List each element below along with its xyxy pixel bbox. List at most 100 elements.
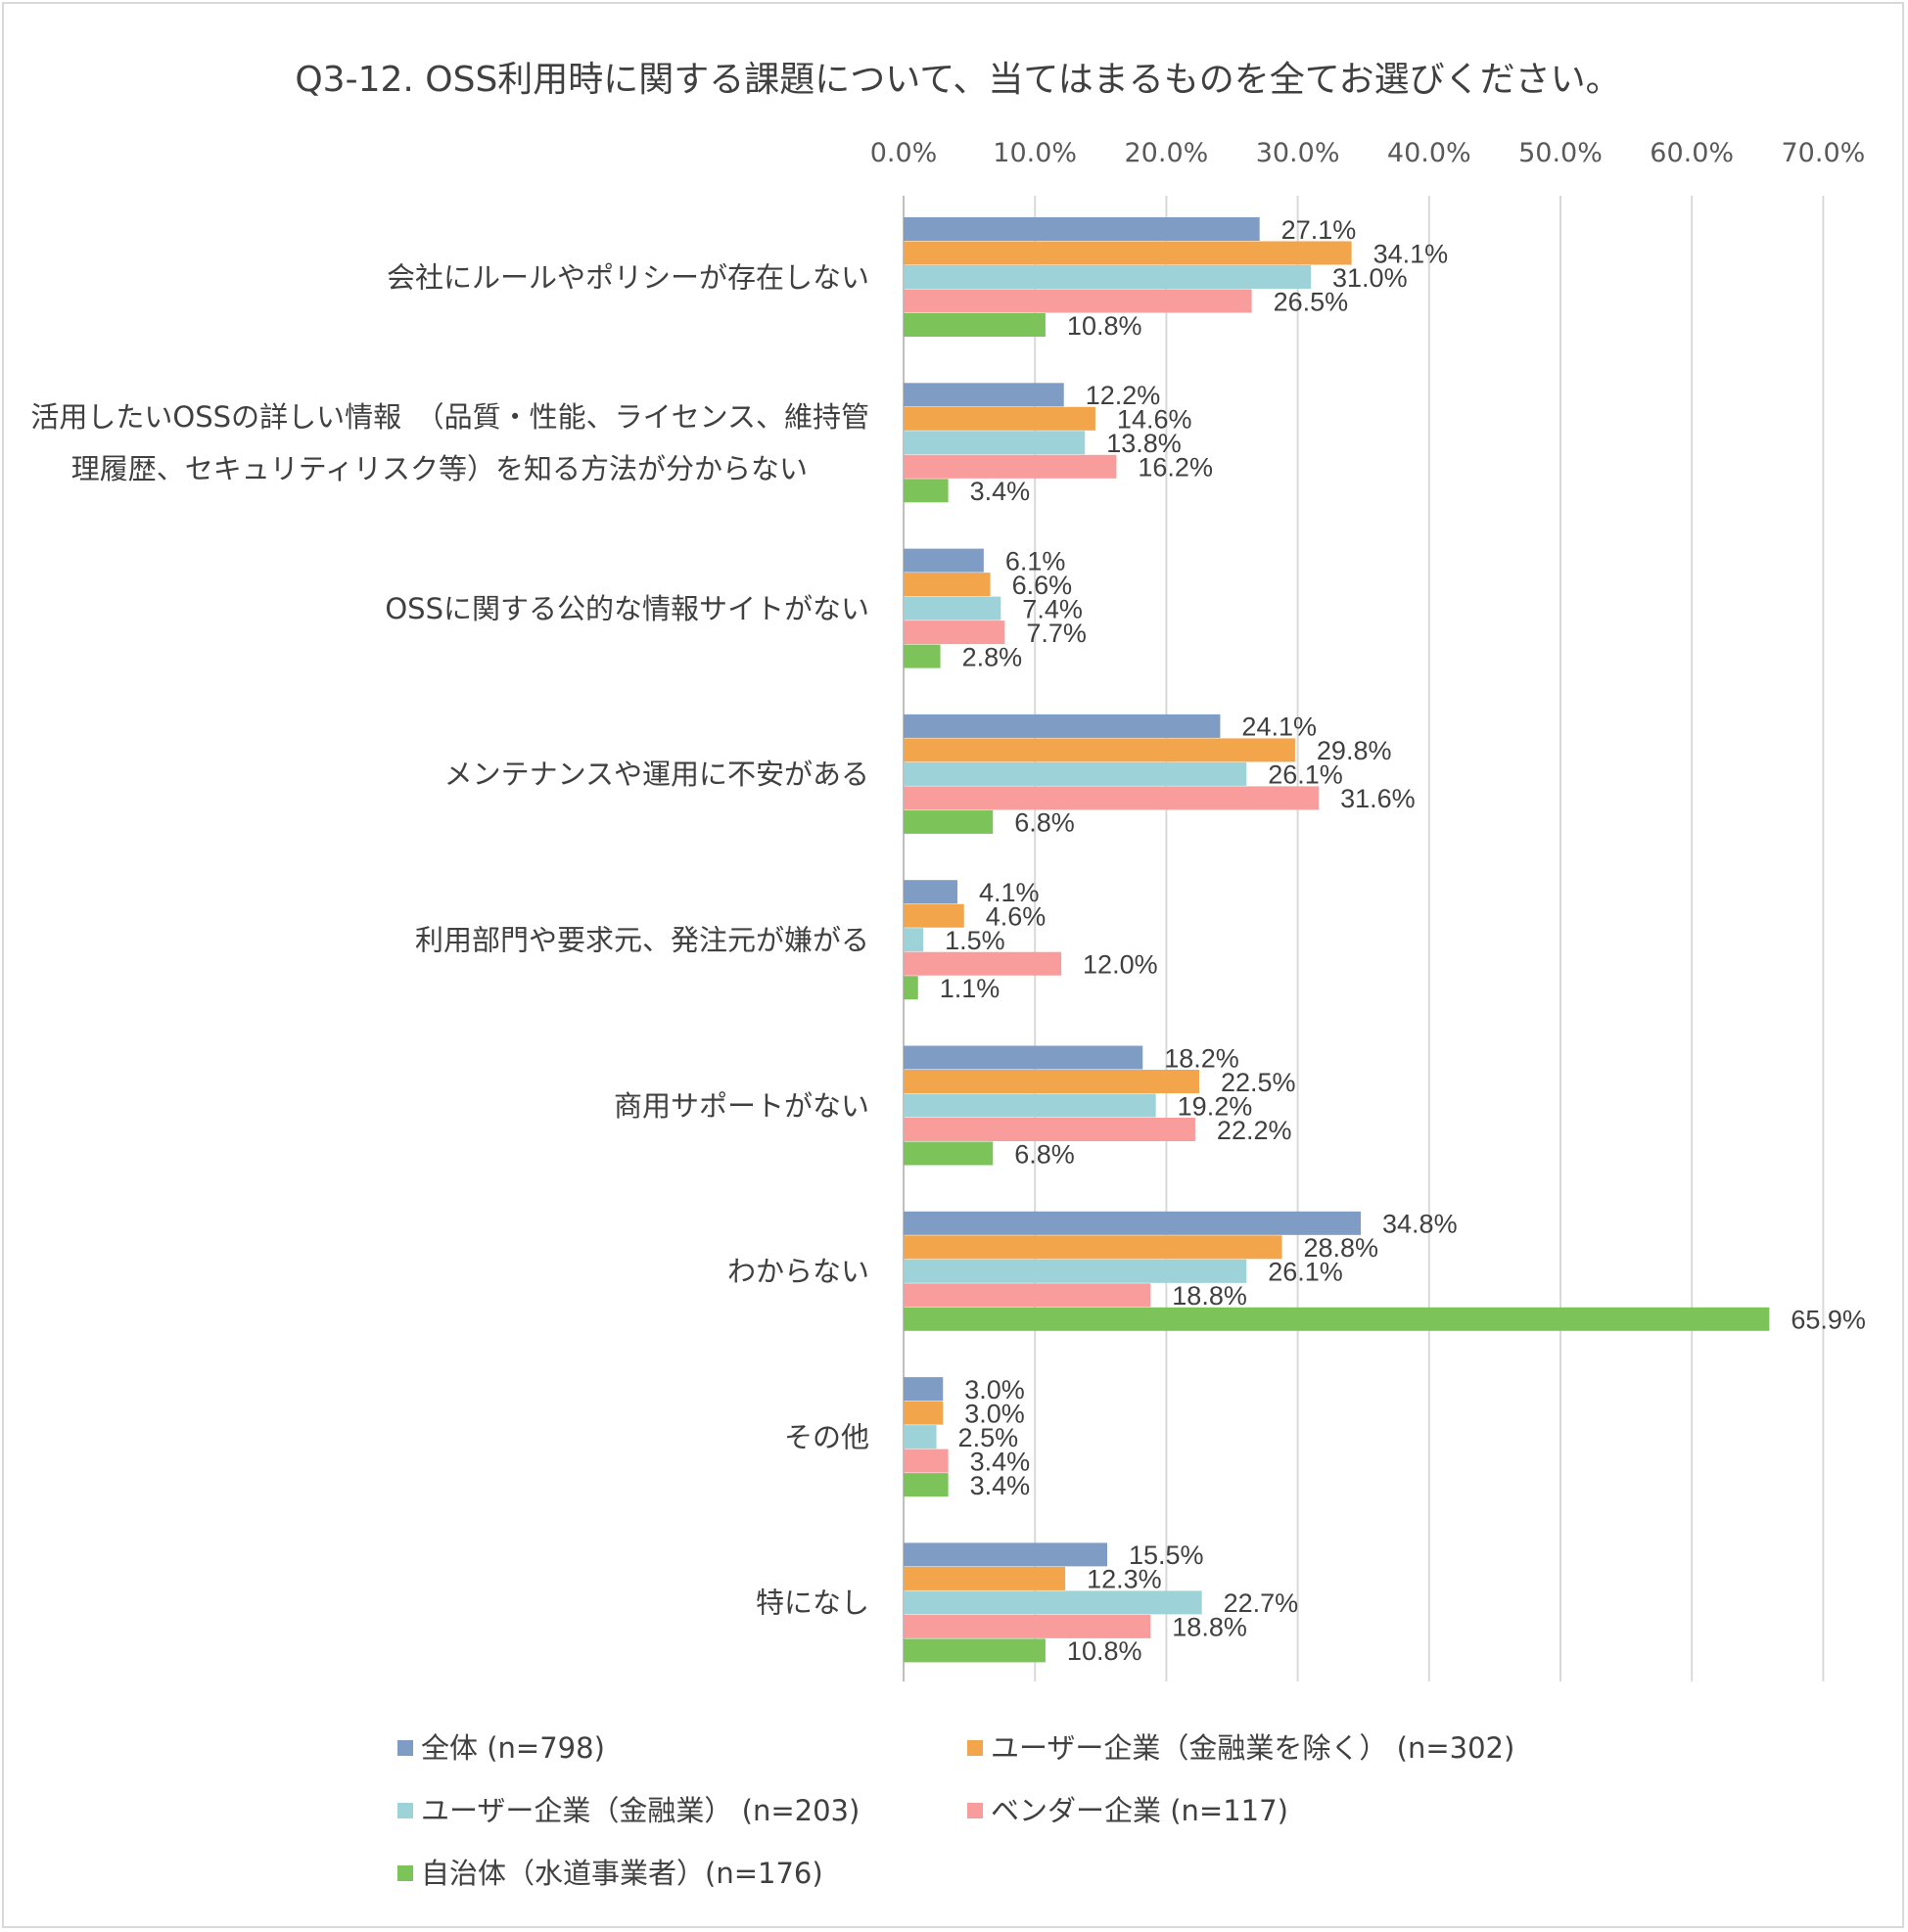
bar [904, 928, 924, 952]
bar [904, 1307, 1770, 1331]
category-label: わからない [727, 1255, 869, 1288]
legend-swatch [397, 1740, 413, 1756]
bar [904, 1235, 1282, 1260]
x-tick-label: 0.0% [870, 138, 938, 168]
data-label: 14.6% [1117, 405, 1192, 435]
data-label: 7.4% [1022, 594, 1083, 623]
bar [904, 596, 1001, 621]
data-label: 3.4% [970, 477, 1031, 506]
x-axis-tick-labels: 0.0% 10.0% 20.0% 30.0% 40.0% 50.0% 60.0% 70.0% [870, 138, 1866, 168]
bar [904, 738, 1295, 762]
category-label: 理履歴、セキュリティリスク等）を知る方法が分からない [71, 452, 808, 485]
bar [904, 761, 1247, 786]
data-label: 16.2% [1138, 453, 1213, 483]
x-tick-label: 70.0% [1782, 138, 1866, 168]
legend-label: ユーザー企業（金融業） (n=203) [421, 1794, 860, 1827]
bar [904, 1211, 1362, 1235]
data-label: 65.9% [1791, 1306, 1866, 1335]
data-label: 2.8% [962, 642, 1023, 671]
legend-label: 全体 (n=798) [421, 1731, 605, 1765]
bar [904, 976, 918, 1000]
data-label: 13.8% [1106, 429, 1182, 458]
data-label: 6.1% [1005, 546, 1066, 575]
data-label: 34.8% [1382, 1210, 1458, 1239]
x-tick-label: 60.0% [1650, 138, 1734, 168]
x-tick-label: 50.0% [1518, 138, 1603, 168]
data-label: 3.4% [970, 1447, 1031, 1476]
bar [904, 644, 941, 668]
legend-label: 自治体（水道事業者）(n=176) [421, 1857, 823, 1890]
data-label: 7.7% [1026, 619, 1087, 648]
data-label: 10.8% [1067, 311, 1142, 341]
legend-swatch [967, 1803, 983, 1818]
bar [904, 313, 1046, 337]
category-label: 利用部門や要求元、発注元が嫌がる [415, 923, 869, 956]
bar [904, 621, 1005, 645]
bar [904, 713, 1221, 738]
data-label: 28.8% [1303, 1233, 1378, 1263]
legend-label: ベンダー企業 (n=117) [991, 1794, 1288, 1827]
bar [904, 431, 1086, 455]
data-label: 2.5% [958, 1423, 1019, 1452]
bar [904, 1638, 1046, 1663]
bar [904, 406, 1095, 431]
chart-title: Q3-12. OSS利用時に関する課題について、当てはまるものを全てお選びくださ… [295, 60, 1621, 100]
legend-swatch [397, 1803, 413, 1818]
data-label: 22.2% [1217, 1116, 1292, 1145]
bar [904, 1093, 1156, 1118]
data-label: 18.2% [1164, 1043, 1239, 1073]
data-label: 6.8% [1014, 1139, 1075, 1169]
category-label: メンテナンスや運用に不安がある [444, 758, 869, 791]
data-labels: 27.1% 34.1%31.0%26.5% 10.8% 12.2%14.6%13.8%… [940, 215, 1866, 1666]
bar [904, 1045, 1143, 1070]
category-label: 特になし [756, 1587, 869, 1620]
x-tick-label: 30.0% [1256, 138, 1340, 168]
data-label: 4.1% [979, 878, 1040, 907]
bar [904, 573, 991, 597]
legend: 全体 (n=798) ユーザー企業（金融業を除く） (n=302) ユーザー企業（金… [397, 1731, 1514, 1890]
bar [904, 479, 949, 503]
x-tick-label: 40.0% [1387, 138, 1471, 168]
data-label: 1.5% [945, 926, 1005, 955]
data-label: 18.8% [1172, 1281, 1247, 1311]
bar [904, 903, 964, 928]
data-label: 29.8% [1317, 736, 1392, 765]
data-label: 12.0% [1083, 949, 1158, 979]
bar [904, 548, 984, 573]
data-label: 6.6% [1012, 571, 1073, 600]
data-label: 34.1% [1373, 239, 1449, 268]
data-label: 26.1% [1268, 760, 1343, 790]
bar [904, 1377, 944, 1402]
data-label: 6.8% [1014, 808, 1075, 838]
bar [904, 241, 1352, 265]
bar [904, 1473, 949, 1497]
x-tick-label: 10.0% [993, 138, 1077, 168]
data-label: 22.7% [1224, 1588, 1299, 1618]
bar [904, 1070, 1199, 1093]
bar [904, 1542, 1108, 1567]
bar [904, 454, 1117, 479]
bars [904, 217, 1770, 1663]
gridlines [1034, 196, 1825, 1681]
data-label: 26.5% [1274, 287, 1349, 316]
data-label: 31.6% [1340, 784, 1416, 813]
bar [904, 217, 1260, 241]
data-label: 1.1% [940, 974, 1001, 1003]
data-label: 26.1% [1268, 1258, 1343, 1287]
bar [904, 1590, 1202, 1615]
data-label: 4.6% [986, 901, 1047, 931]
bar [904, 289, 1252, 313]
legend-label: ユーザー企業（金融業を除く） (n=302) [991, 1731, 1514, 1765]
legend-swatch [967, 1740, 983, 1756]
data-label: 19.2% [1178, 1091, 1253, 1121]
bar [904, 786, 1320, 810]
data-label: 24.1% [1241, 713, 1317, 742]
x-tick-label: 20.0% [1125, 138, 1209, 168]
bar [904, 1118, 1195, 1141]
bar [904, 265, 1312, 289]
data-label: 27.1% [1281, 215, 1357, 245]
data-label: 22.5% [1221, 1068, 1296, 1097]
bar [904, 1259, 1247, 1283]
category-label: その他 [784, 1420, 869, 1453]
